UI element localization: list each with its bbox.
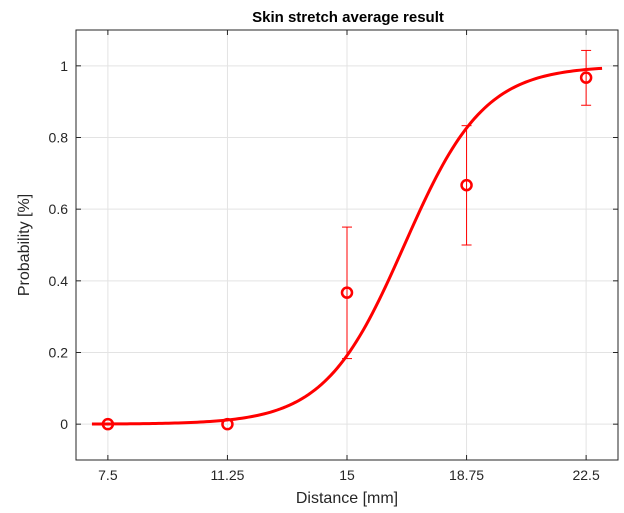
y-tick-label: 0.6 <box>49 201 69 217</box>
y-tick-label: 0.8 <box>49 130 69 146</box>
axis-ticks: 7.5 11.25 15 18.75 22.5 0 0.2 0.4 0.6 0.8 1 <box>49 30 618 483</box>
y-axis-label: Probability [%] <box>16 194 33 296</box>
chart-title: Skin stretch average result <box>252 9 444 26</box>
x-tick-label: 7.5 <box>98 467 118 483</box>
y-tick-label: 0 <box>60 416 68 432</box>
x-tick-label: 18.75 <box>449 467 484 483</box>
data-point <box>221 417 234 431</box>
data-points <box>101 71 593 431</box>
data-point <box>101 417 115 431</box>
data-point <box>460 178 473 192</box>
x-axis-label: Distance [mm] <box>296 490 398 507</box>
y-tick-label: 0.2 <box>49 345 69 361</box>
y-tick-label: 0.4 <box>49 273 69 289</box>
x-tick-label: 11.25 <box>210 467 244 483</box>
data-point <box>340 286 354 299</box>
error-bars <box>342 49 592 360</box>
x-tick-label: 22.5 <box>572 467 599 483</box>
x-tick-label: 15 <box>339 467 355 483</box>
y-tick-label: 1 <box>60 58 68 74</box>
data-point <box>579 71 593 84</box>
